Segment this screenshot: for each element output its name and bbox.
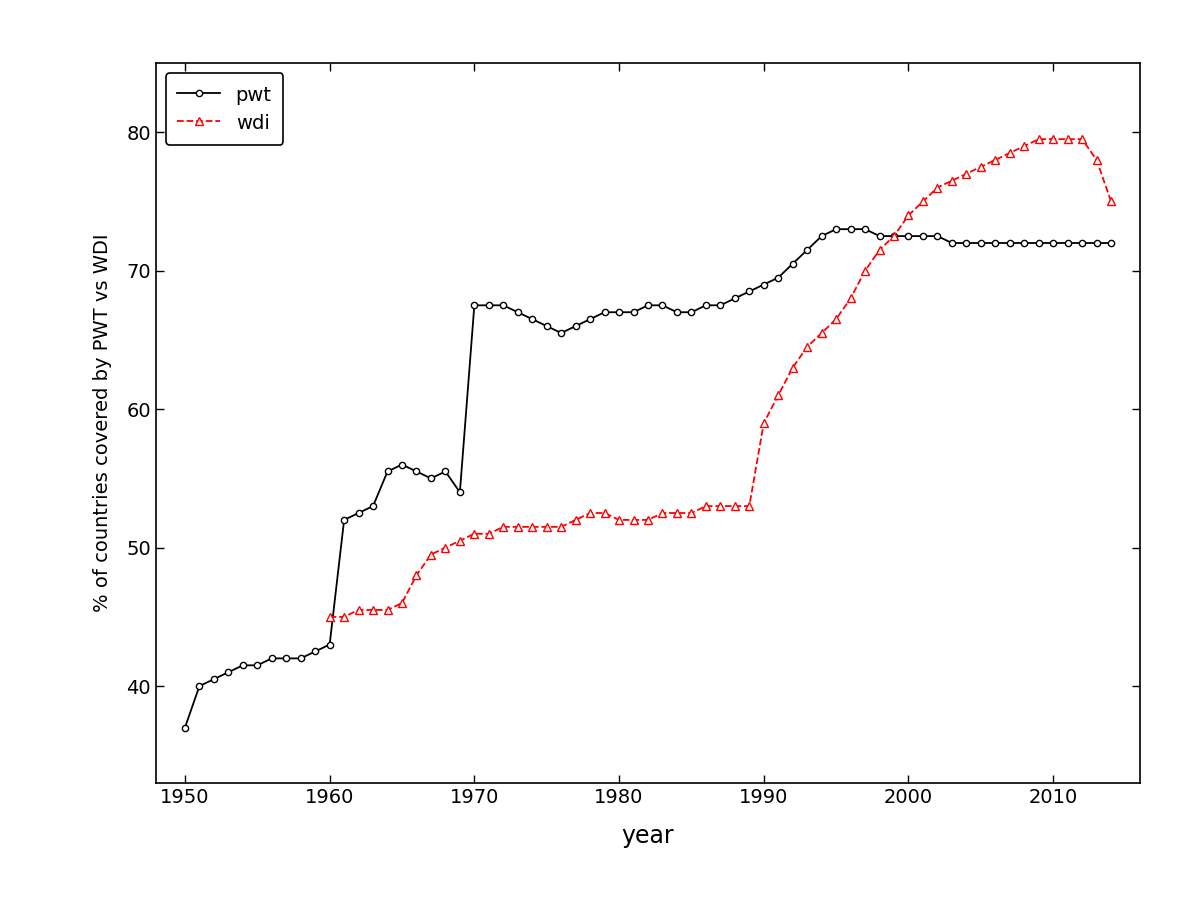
Y-axis label: % of countries covered by PWT vs WDI: % of countries covered by PWT vs WDI xyxy=(94,234,113,612)
Legend: pwt, wdi: pwt, wdi xyxy=(166,73,283,145)
X-axis label: year: year xyxy=(622,824,674,848)
